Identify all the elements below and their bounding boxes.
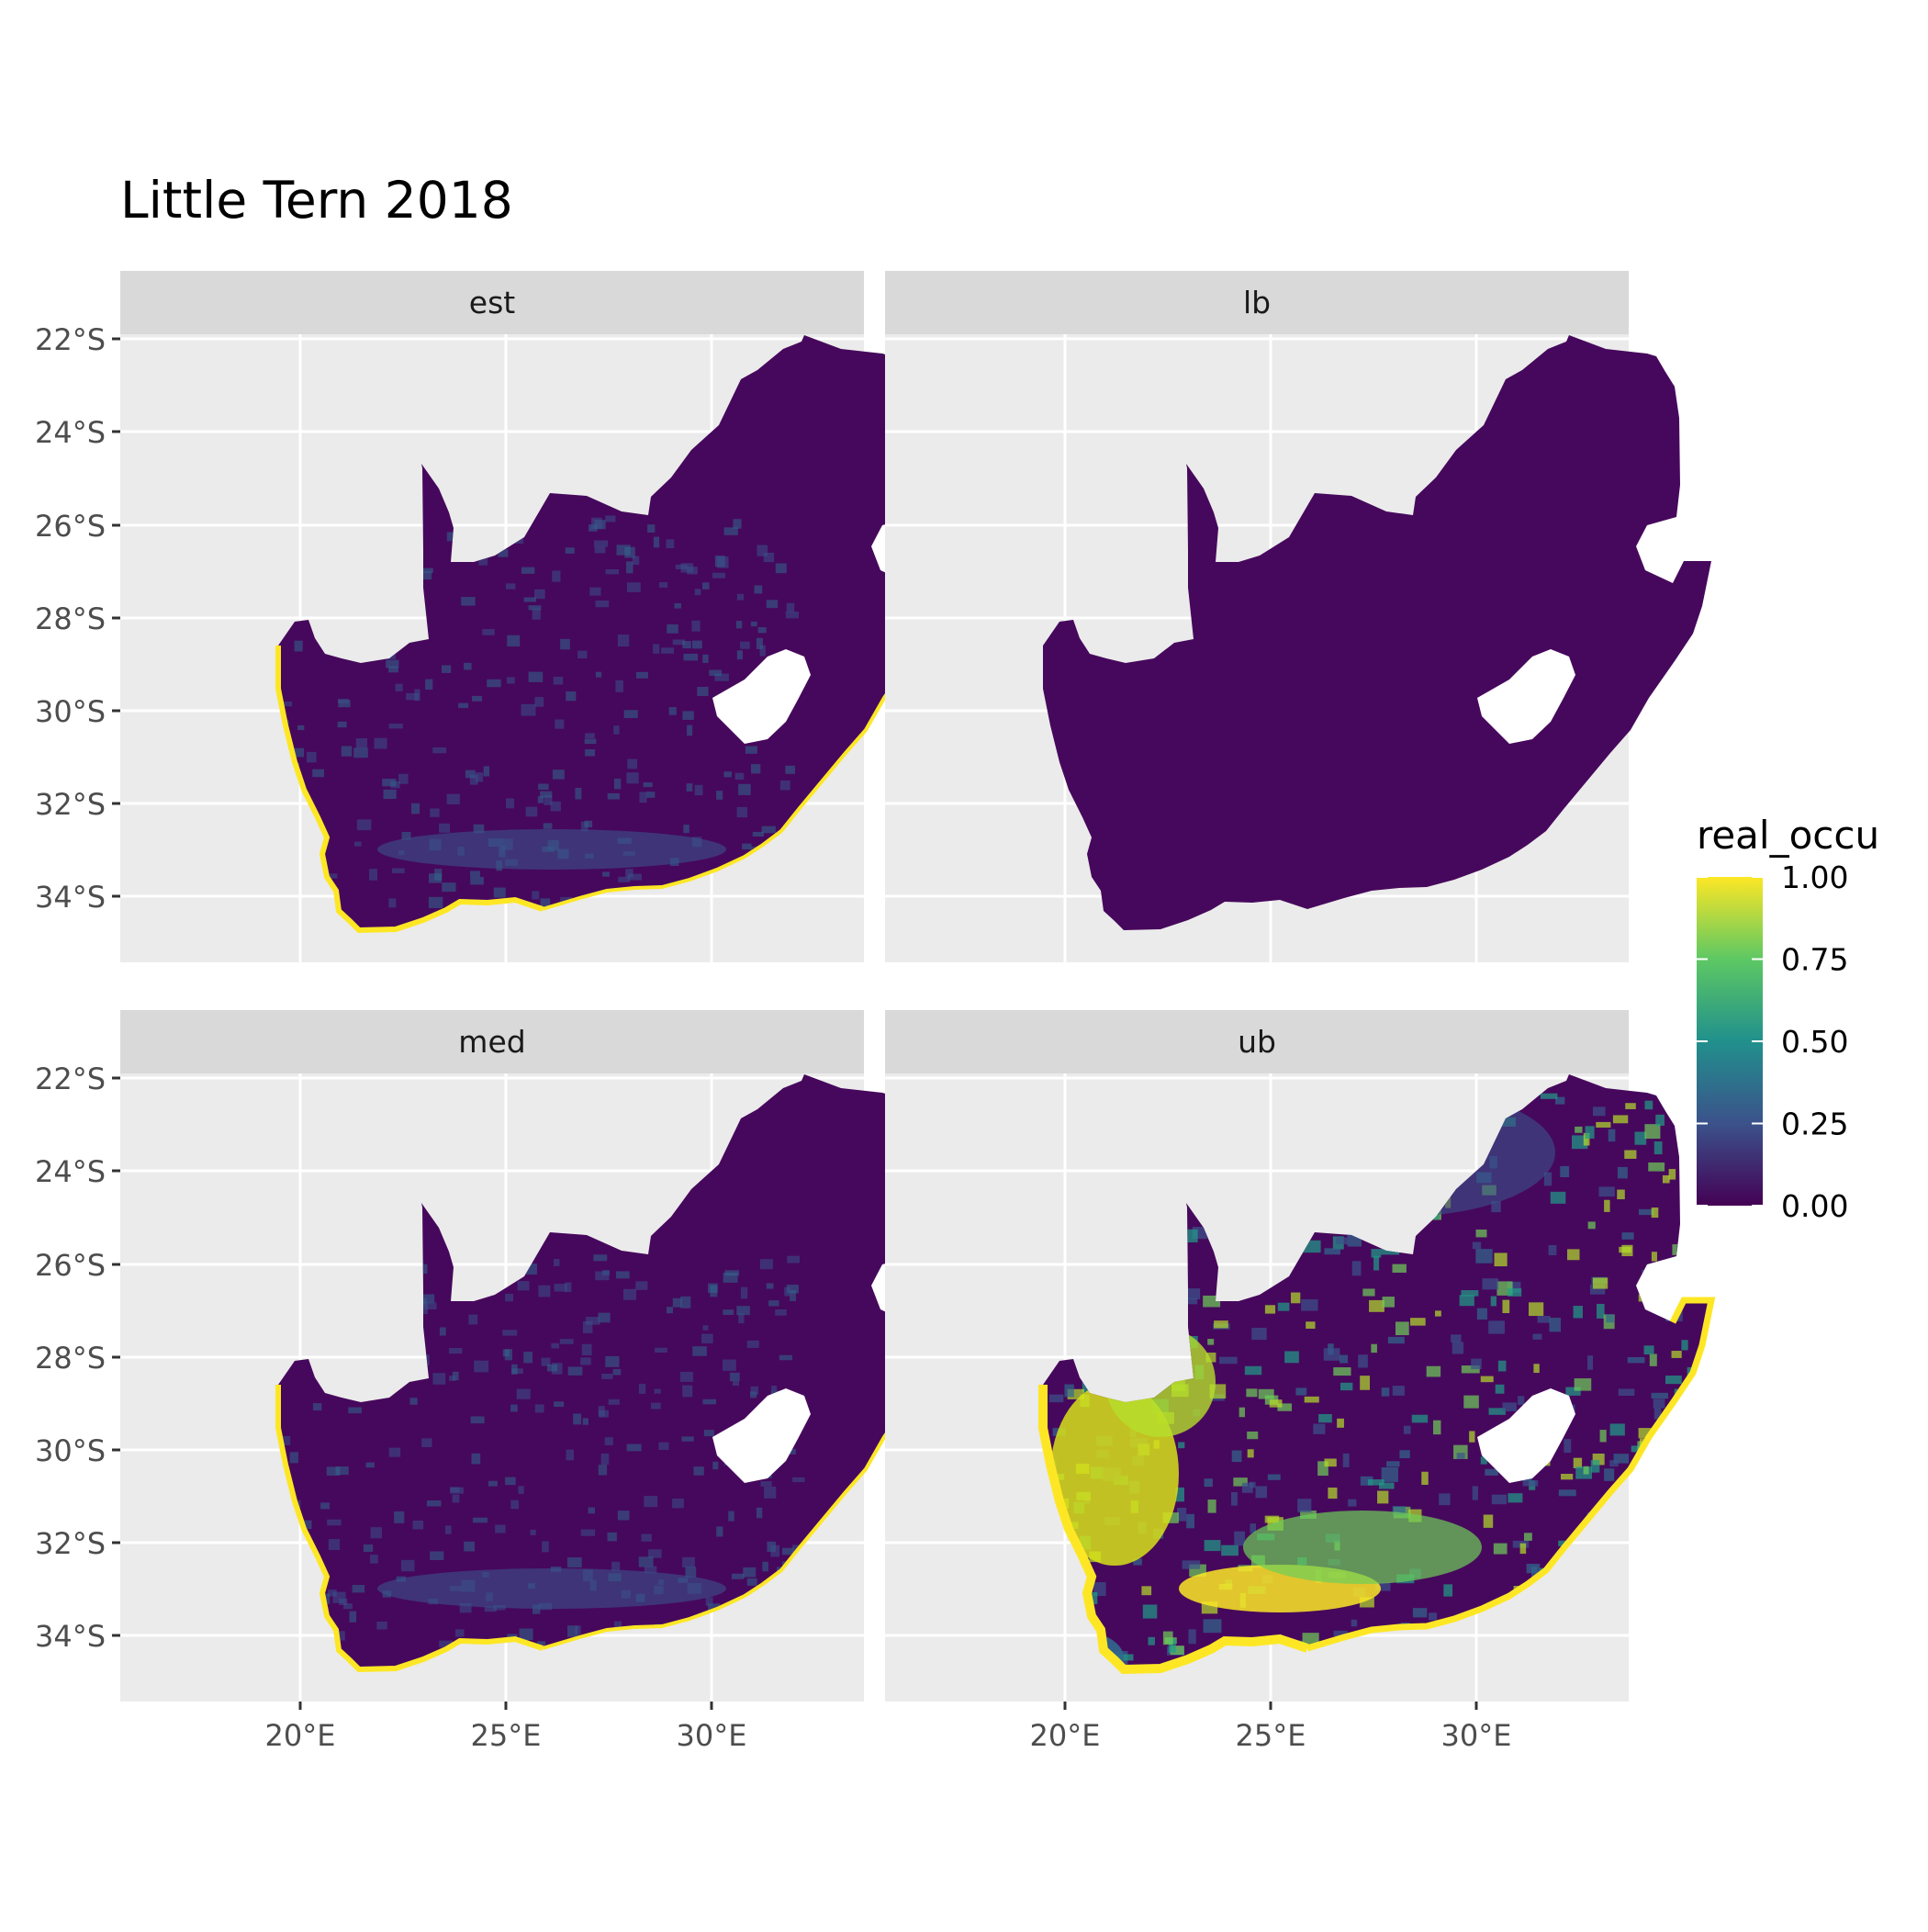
x-axis-tick-label: 20°E bbox=[265, 1718, 336, 1753]
lesotho-hole bbox=[712, 649, 811, 744]
y-axis-tick-label: 26°S bbox=[35, 509, 106, 544]
y-axis-tick-label: 28°S bbox=[35, 1341, 106, 1376]
facet-panel-lb: lb bbox=[885, 271, 1711, 962]
y-axis-tick-label: 30°S bbox=[35, 694, 106, 729]
lesotho-hole bbox=[1477, 1388, 1575, 1483]
facet-strip bbox=[885, 271, 1629, 334]
y-axis-tick-label: 32°S bbox=[35, 1526, 106, 1561]
y-axis-tick-label: 32°S bbox=[35, 787, 106, 822]
legend-tick-label: 0.00 bbox=[1781, 1188, 1848, 1224]
y-axis-tick-label: 30°S bbox=[35, 1433, 106, 1468]
facet-strip bbox=[885, 1010, 1629, 1073]
x-axis-tick-label: 25°E bbox=[471, 1718, 542, 1753]
facet-panel-med: med 22°S 24°S 26°S 28°S 30°S 32°S 34°S 20°E 25°E 3… bbox=[35, 1010, 949, 1753]
lesotho-hole bbox=[1477, 649, 1575, 744]
country-raster bbox=[1043, 335, 1711, 930]
y-axis-tick-label: 28°S bbox=[35, 601, 106, 636]
legend-tick-label: 0.75 bbox=[1781, 942, 1848, 978]
coastline-high-occupancy bbox=[275, 646, 544, 934]
x-axis-tick-label: 20°E bbox=[1030, 1718, 1101, 1753]
facet-strip bbox=[120, 1010, 864, 1073]
country-raster bbox=[278, 1074, 947, 1669]
x-axis-tick-label: 30°E bbox=[677, 1718, 747, 1753]
country-raster bbox=[1043, 1074, 1711, 1669]
y-axis-tick-label: 22°S bbox=[35, 322, 106, 357]
facet-strip-label: ub bbox=[1238, 1024, 1276, 1060]
coastline-high-occupancy bbox=[1306, 1297, 1716, 1652]
facet-strip bbox=[120, 271, 864, 334]
legend-tick-label: 1.00 bbox=[1781, 859, 1848, 895]
x-axis-tick-label: 30°E bbox=[1441, 1718, 1512, 1753]
legend-tick-label: 0.50 bbox=[1781, 1024, 1848, 1060]
y-axis-tick-label: 26°S bbox=[35, 1248, 106, 1283]
facet-panel-est: est 22°S 24°S 26°S 28°S 30°S 32°S 34°S bbox=[35, 271, 949, 962]
y-axis-tick-label: 22°S bbox=[35, 1061, 106, 1096]
facet-panel-ub: ub 20°E 25°E 30°E bbox=[885, 1010, 1716, 1753]
color-legend: real_occu 1.00 0.75 0.50 0.25 0.00 bbox=[1697, 813, 1879, 1224]
facet-strip-label: lb bbox=[1243, 285, 1271, 320]
country-raster bbox=[278, 335, 947, 930]
x-axis-tick-label: 25°E bbox=[1236, 1718, 1306, 1753]
lesotho-hole bbox=[712, 1388, 811, 1483]
facet-strip-label: med bbox=[458, 1024, 525, 1060]
legend-title: real_occu bbox=[1697, 813, 1879, 858]
coastline-high-occupancy bbox=[275, 1385, 544, 1673]
plot-title: Little Tern 2018 bbox=[120, 171, 513, 230]
y-axis-tick-label: 24°S bbox=[35, 1154, 106, 1189]
y-axis-tick-label: 34°S bbox=[35, 880, 106, 915]
facet-strip-label: est bbox=[469, 285, 515, 320]
legend-tick-label: 0.25 bbox=[1781, 1106, 1848, 1142]
y-axis-tick-label: 34°S bbox=[35, 1619, 106, 1654]
y-axis-tick-label: 24°S bbox=[35, 415, 106, 450]
coastline-high-occupancy bbox=[1038, 1385, 1309, 1675]
